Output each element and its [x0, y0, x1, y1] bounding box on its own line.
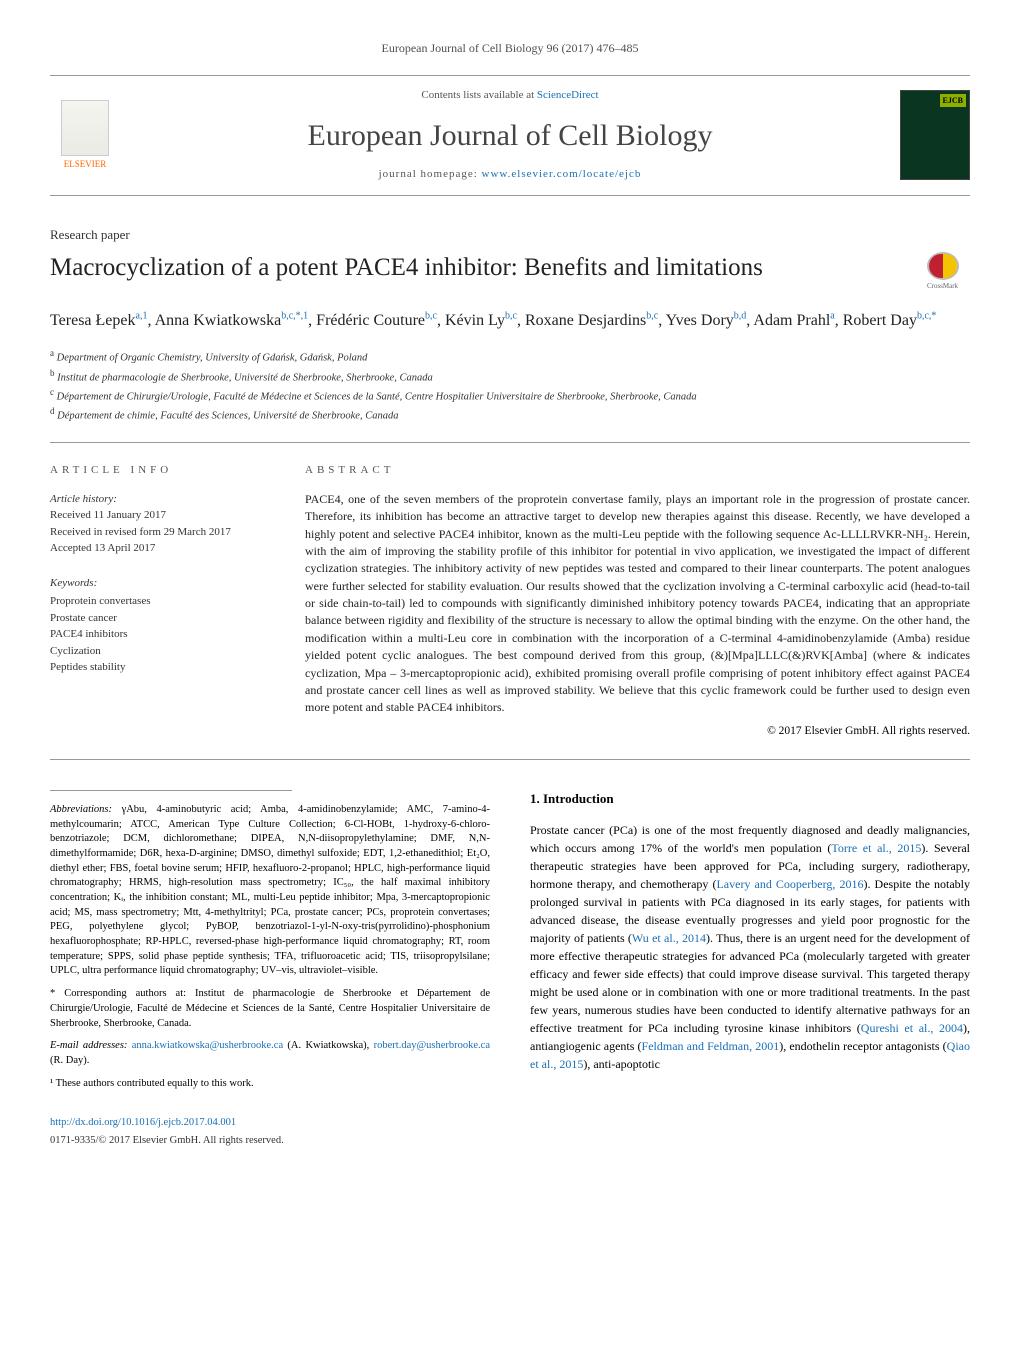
author-list: Teresa Łepeka,1, Anna Kwiatkowskab,c,*,1… [50, 308, 970, 334]
keywords-list: Proprotein convertasesProstate cancerPAC… [50, 593, 265, 676]
publisher-name: ELSEVIER [64, 158, 107, 171]
info-heading: article info [50, 463, 265, 478]
keywords-block: Keywords: Proprotein convertasesProstate… [50, 575, 265, 676]
intro-paragraph: Prostate cancer (PCa) is one of the most… [530, 821, 970, 1073]
abstract-text: PACE4, one of the seven members of the p… [305, 491, 970, 717]
article-history: Article history: Received 11 January 201… [50, 491, 265, 557]
running-header: European Journal of Cell Biology 96 (201… [50, 40, 970, 57]
abstract-heading: abstract [305, 463, 970, 478]
ref-wu[interactable]: Wu et al., 2014 [632, 931, 706, 945]
email-link-2[interactable]: robert.day@usherbrooke.ca [374, 1040, 490, 1051]
left-column: Abbreviations: γAbu, 4-aminobutyric acid… [50, 790, 490, 1148]
doi-row: http://dx.doi.org/10.1016/j.ejcb.2017.04… [50, 1115, 490, 1130]
corresponding-footnote: * Corresponding authors at: Institut de … [50, 987, 490, 1031]
meta-row: article info Article history: Received 1… [50, 442, 970, 760]
journal-cover-thumb: EJCB [900, 90, 970, 180]
cover-badge: EJCB [940, 94, 966, 107]
journal-banner: ELSEVIER Contents lists available at Sci… [50, 75, 970, 196]
email-footnote: E-mail addresses: anna.kwiatkowska@usher… [50, 1039, 490, 1068]
footnote-rule [50, 790, 292, 791]
ref-torre[interactable]: Torre et al., 2015 [831, 841, 921, 855]
title-row: Macrocyclization of a potent PACE4 inhib… [50, 252, 970, 292]
issn-row: 0171-9335/© 2017 Elsevier GmbH. All righ… [50, 1133, 490, 1148]
intro-heading: 1. Introduction [530, 790, 970, 809]
article-type: Research paper [50, 226, 970, 244]
affiliations: a Department of Organic Chemistry, Unive… [50, 347, 970, 424]
article-info-col: article info Article history: Received 1… [50, 463, 265, 739]
ref-feldman[interactable]: Feldman and Feldman, 2001 [642, 1039, 780, 1053]
contents-line: Contents lists available at ScienceDirec… [120, 88, 900, 103]
crossmark-badge[interactable]: CrossMark [915, 252, 970, 292]
journal-title: European Journal of Cell Biology [120, 115, 900, 157]
sciencedirect-link[interactable]: ScienceDirect [537, 89, 599, 101]
body-columns: Abbreviations: γAbu, 4-aminobutyric acid… [50, 790, 970, 1148]
abbreviations-block: Abbreviations: γAbu, 4-aminobutyric acid… [50, 803, 490, 979]
elsevier-logo: ELSEVIER [50, 95, 120, 175]
ref-qureshi[interactable]: Qureshi et al., 2004 [861, 1021, 963, 1035]
crossmark-icon [927, 252, 959, 280]
abstract-col: abstract PACE4, one of the seven members… [305, 463, 970, 739]
email-link-1[interactable]: anna.kwiatkowska@usherbrooke.ca [132, 1040, 283, 1051]
ref-lavery[interactable]: Lavery and Cooperberg, 2016 [716, 877, 863, 891]
right-column: 1. Introduction Prostate cancer (PCa) is… [530, 790, 970, 1148]
banner-center: Contents lists available at ScienceDirec… [120, 88, 900, 183]
homepage-link[interactable]: www.elsevier.com/locate/ejcb [482, 168, 642, 180]
article-title: Macrocyclization of a potent PACE4 inhib… [50, 252, 895, 283]
homepage-line: journal homepage: www.elsevier.com/locat… [120, 167, 900, 182]
abstract-copyright: © 2017 Elsevier GmbH. All rights reserve… [305, 723, 970, 739]
doi-link[interactable]: http://dx.doi.org/10.1016/j.ejcb.2017.04… [50, 1117, 236, 1128]
elsevier-tree-icon [61, 100, 109, 156]
equal-contrib-footnote: ¹ These authors contributed equally to t… [50, 1077, 490, 1092]
